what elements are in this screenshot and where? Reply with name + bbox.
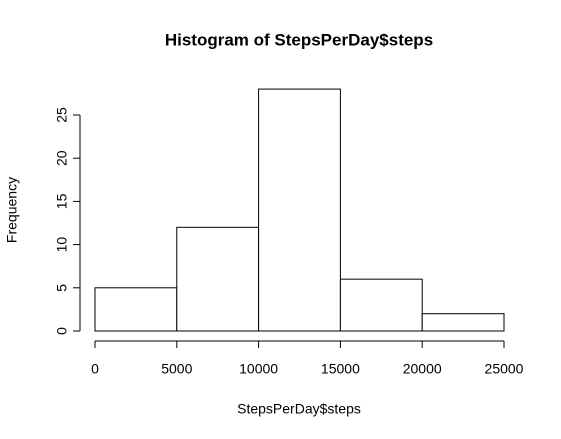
y-tick-label: 25 [54,107,70,123]
x-tick-label: 20000 [403,361,442,377]
chart-title: Histogram of StepsPerDay$steps [165,30,433,49]
y-tick-label: 10 [54,237,70,253]
bar [421,313,505,332]
x-tick-label: 25000 [485,361,524,377]
x-tick-label: 15000 [321,361,360,377]
x-tick-label: 0 [91,361,99,377]
y-axis-label: Frequency [4,177,20,243]
y-tick-label: 0 [54,327,70,335]
x-tick-label: 10000 [239,361,278,377]
y-tick-label: 5 [54,284,70,292]
x-axis-label: StepsPerDay$steps [237,401,361,417]
bar [339,278,423,332]
bar [258,88,341,332]
y-tick-label: 15 [54,193,70,209]
bar [94,287,178,332]
y-tick-label: 20 [54,150,70,166]
x-tick-label: 5000 [161,361,192,377]
bar [176,226,260,332]
